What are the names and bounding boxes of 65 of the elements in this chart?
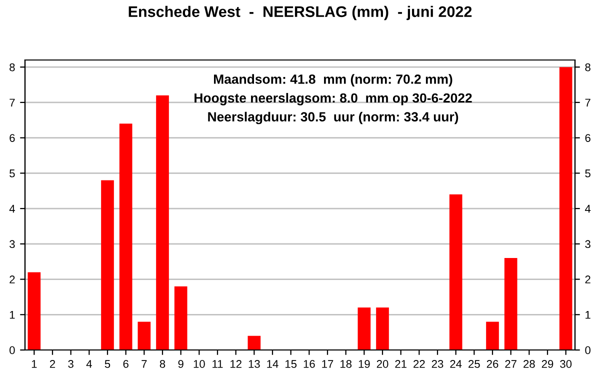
bar <box>174 286 188 350</box>
x-tick-label: 15 <box>286 360 297 368</box>
y-tick-label: 8 <box>10 63 15 72</box>
x-tick-label: 29 <box>542 360 554 368</box>
bar <box>559 67 572 350</box>
x-tick-label: 2 <box>50 360 56 368</box>
x-tick-label: 13 <box>248 360 260 368</box>
x-tick-label: 24 <box>450 360 462 368</box>
x-tick-label: 7 <box>142 360 147 368</box>
x-tick-label: 14 <box>267 360 278 368</box>
x-tick-label: 5 <box>104 360 110 368</box>
annotation: Maandsom: 41.8 mm (norm: 70.2 mm) <box>214 74 452 86</box>
x-tick-label: 23 <box>432 360 444 368</box>
y2-tick-label: 7 <box>585 98 590 106</box>
x-tick-label: 27 <box>505 360 516 368</box>
y-tick-label: 5 <box>10 170 15 178</box>
bar <box>119 124 132 350</box>
x-tick-label: 10 <box>194 360 205 368</box>
bar <box>156 95 169 350</box>
x-tick-label: 18 <box>340 360 352 368</box>
x-tick-label: 28 <box>524 360 535 368</box>
y-tick-label: 6 <box>10 134 15 142</box>
chart-title: Enschede West - NEERSLAG (mm) - juni 2022 <box>128 6 472 20</box>
bar <box>449 194 462 350</box>
x-tick-label: 17 <box>322 360 334 368</box>
y2-tick-label: 0 <box>585 346 590 354</box>
x-tick-label: 12 <box>230 360 242 368</box>
x-tick-label: 25 <box>468 360 480 368</box>
y2-tick-label: 8 <box>585 63 590 72</box>
x-tick-label: 4 <box>86 360 92 368</box>
x-tick-label: 30 <box>560 360 572 368</box>
bar <box>358 308 371 350</box>
y-tick-label: 3 <box>10 240 15 248</box>
y2-tick-label: 5 <box>585 170 590 178</box>
x-tick-label: 8 <box>160 360 166 368</box>
y2-tick-label: 3 <box>585 240 590 248</box>
annotation: Hoogste neerslagsom: 8.0 mm op 30-6-2022 <box>194 92 472 106</box>
bar <box>248 336 261 350</box>
bar <box>28 272 41 350</box>
y-tick-label: 1 <box>10 311 15 319</box>
annotation: Neerslagduur: 30.5 uur (norm: 33.4 uur) <box>208 112 458 124</box>
x-tick-label: 3 <box>68 360 74 368</box>
y-tick-label: 2 <box>10 276 15 284</box>
bar <box>504 258 518 350</box>
x-tick-label: 6 <box>123 360 128 368</box>
x-tick-label: 1 <box>32 360 37 368</box>
x-tick-label: 19 <box>358 360 370 368</box>
bar <box>138 322 151 350</box>
x-tick-label: 9 <box>178 360 184 368</box>
x-tick-label: 16 <box>304 360 315 368</box>
x-tick-label: 21 <box>395 360 406 368</box>
bar <box>101 180 114 350</box>
x-tick-label: 11 <box>212 360 223 368</box>
x-tick-label: 26 <box>486 360 498 368</box>
y2-tick-label: 2 <box>585 276 590 284</box>
y2-tick-label: 6 <box>585 134 590 142</box>
y-tick-label: 0 <box>10 346 15 354</box>
y2-tick-label: 1 <box>586 311 590 319</box>
bar <box>486 322 499 350</box>
bar <box>376 308 389 350</box>
y2-tick-label: 4 <box>584 204 591 213</box>
x-tick-label: 20 <box>376 360 388 368</box>
y-tick-label: 4 <box>9 204 15 213</box>
y-tick-label: 7 <box>10 98 15 106</box>
x-tick-label: 22 <box>414 360 425 368</box>
